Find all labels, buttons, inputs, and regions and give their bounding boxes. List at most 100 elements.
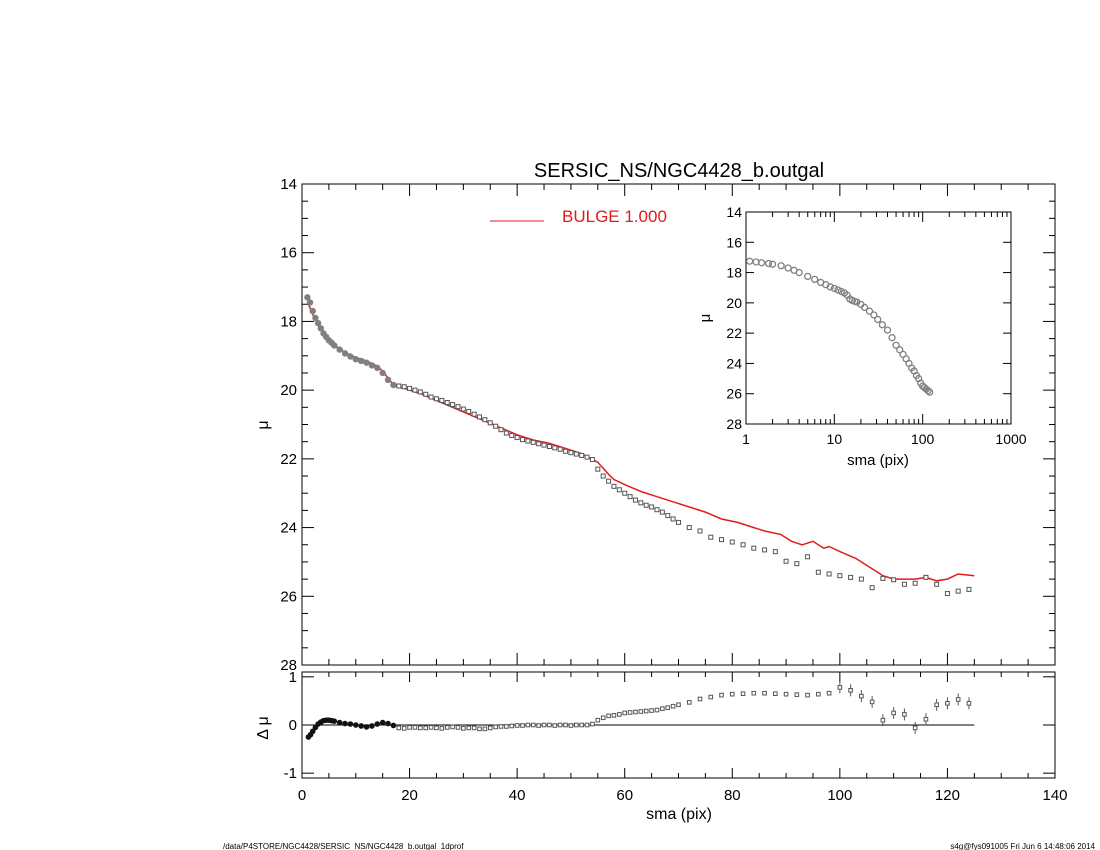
inset-xlabel: sma (pix) <box>847 452 909 469</box>
data-point <box>762 547 768 553</box>
residual-point <box>740 691 746 696</box>
residual-point <box>783 691 789 697</box>
data-point <box>347 353 354 360</box>
inset-data-point <box>826 283 834 291</box>
data-point <box>783 558 789 564</box>
data-point <box>374 364 381 372</box>
data-point <box>317 325 325 332</box>
residual-point <box>923 716 929 722</box>
residual-point <box>379 719 386 726</box>
inset-xtick-label: 1000 <box>995 431 1026 447</box>
data-point <box>417 389 423 395</box>
residual-point <box>719 692 724 698</box>
residual-point <box>450 724 455 730</box>
data-point <box>654 507 660 513</box>
data-point <box>423 391 429 397</box>
data-point <box>649 504 655 510</box>
data-point <box>396 383 402 389</box>
data-point <box>509 432 515 438</box>
residual-point <box>848 688 853 693</box>
residual-point <box>347 721 354 727</box>
inset-data-point <box>764 259 773 268</box>
data-point <box>955 588 961 594</box>
residual-point <box>826 690 832 696</box>
inset-data-point <box>860 303 869 312</box>
residual-point <box>611 713 617 718</box>
inset-data-point <box>795 268 803 277</box>
data-point <box>568 450 574 456</box>
inset-ytick-label: 16 <box>726 234 742 250</box>
residual-point <box>434 725 439 731</box>
data-point <box>312 314 319 322</box>
residual-point <box>579 722 584 728</box>
inset-data-point <box>834 286 842 294</box>
data-point <box>589 457 595 463</box>
data-point <box>665 513 671 519</box>
residual-point <box>574 722 579 728</box>
inset-ytick-label: 20 <box>726 295 742 311</box>
residual-xtick-label: 80 <box>724 787 741 804</box>
residual-xtick-label: 120 <box>935 787 960 804</box>
inset-ytick-label: 26 <box>726 386 742 402</box>
inset-xtick-label: 1 <box>742 431 750 447</box>
residual-xtick-label: 100 <box>827 787 852 804</box>
residual-series-layer <box>302 681 975 740</box>
data-point <box>627 494 633 500</box>
footer-timestamp: s4g@fys091005 Fri Jun 6 14:48:06 2014 <box>950 842 1095 850</box>
residual-point <box>407 725 412 730</box>
data-point <box>573 451 579 457</box>
residual-point <box>676 702 681 708</box>
residual-point <box>487 725 493 731</box>
inset-data-point <box>784 264 792 272</box>
inset-data-point <box>870 311 878 319</box>
data-point <box>643 502 649 508</box>
data-point <box>368 362 376 369</box>
data-point <box>708 534 714 540</box>
residual-point <box>466 725 472 731</box>
data-point <box>934 581 940 587</box>
data-point <box>536 441 542 447</box>
data-point <box>772 549 778 555</box>
residual-point <box>374 721 381 727</box>
data-point <box>341 350 349 357</box>
inset-data-point <box>924 387 932 395</box>
data-point <box>632 497 638 503</box>
data-point <box>579 452 585 458</box>
residual-point <box>530 722 536 728</box>
data-point <box>384 376 392 384</box>
residual-point <box>955 697 961 702</box>
data-point <box>336 346 343 353</box>
data-point <box>584 454 590 460</box>
residual-point <box>708 694 714 700</box>
residual-point <box>547 722 552 728</box>
data-point <box>751 545 757 551</box>
data-point <box>401 384 407 390</box>
data-point <box>466 408 472 414</box>
residual-point <box>945 701 950 706</box>
main-ytick-label: 20 <box>280 382 297 399</box>
residual-point <box>525 722 531 728</box>
inset-ytick-label: 28 <box>726 416 742 432</box>
residual-point <box>794 692 800 697</box>
residual-point <box>670 703 676 709</box>
inset-data-point <box>888 334 896 342</box>
chart-title: SERSIC_NS/NGC4428_b.outgal <box>534 160 824 182</box>
residual-xtick-label: 0 <box>298 787 306 804</box>
residual-point <box>509 723 515 729</box>
data-point <box>729 539 735 545</box>
residual-point <box>342 720 348 727</box>
inset-data-point <box>777 262 785 270</box>
data-point <box>428 394 434 400</box>
inset-panel: 14 16 18 20 22 24 26 281 10 100 1000 μ sma (pix) <box>697 204 1027 469</box>
data-point <box>552 445 558 451</box>
inset-ylabel: μ <box>697 314 714 323</box>
main-ytick-label: 26 <box>280 588 297 605</box>
data-point <box>520 437 526 443</box>
residual-point <box>401 726 407 731</box>
inset-axis-ticks: 14 16 18 20 22 24 26 281 10 100 1000 <box>726 204 1026 447</box>
data-point <box>912 580 918 586</box>
data-point <box>805 554 811 560</box>
residual-point <box>805 692 810 698</box>
residual-point <box>352 722 359 728</box>
